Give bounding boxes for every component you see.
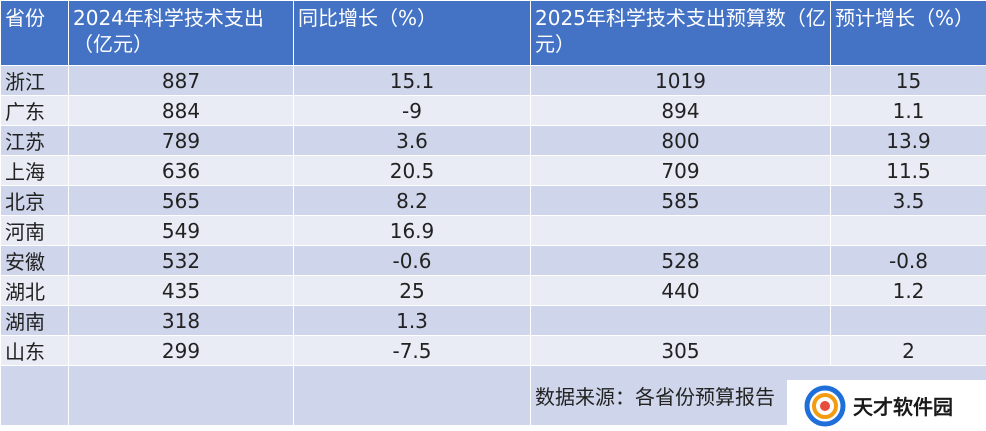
value-cell: 1019 [530,65,831,96]
value-cell: 15.1 [293,65,531,96]
province-cell: 山东 [0,335,69,366]
province-cell: 湖南 [0,305,69,336]
table-row: 河南 549 16.9 [0,215,986,246]
table-row: 广东 884 -9 894 1.1 [0,95,986,126]
table-row: 湖南 318 1.3 [0,305,986,336]
province-cell: 湖北 [0,275,69,306]
value-cell: 440 [530,275,831,306]
value-cell: 3.5 [830,185,986,216]
empty-cell [293,365,531,426]
value-cell: 13.9 [830,125,986,156]
value-cell [530,215,831,246]
header-cell: 2024年科学技术支出（亿元） [68,0,294,66]
value-cell: -0.8 [830,245,986,276]
table-body: 浙江 887 15.1 1019 15 广东 884 -9 894 1.1 江苏 789 3.6 800 1… [0,65,986,426]
value-cell: 1.3 [293,305,531,336]
province-cell: 浙江 [0,65,69,96]
province-cell: 江苏 [0,125,69,156]
value-cell: 1.2 [830,275,986,306]
value-cell: 884 [68,95,294,126]
value-cell: 299 [68,335,294,366]
value-cell: 585 [530,185,831,216]
table-row: 山东 299 -7.5 305 2 [0,335,986,366]
value-cell: -9 [293,95,531,126]
value-cell: 528 [530,245,831,276]
province-cell: 河南 [0,215,69,246]
value-cell: 789 [68,125,294,156]
table-row: 上海 636 20.5 709 11.5 [0,155,986,186]
value-cell: 11.5 [830,155,986,186]
province-cell: 广东 [0,95,69,126]
header-cell: 预计增长（%） [830,0,986,66]
table-row: 江苏 789 3.6 800 13.9 [0,125,986,156]
value-cell: -0.6 [293,245,531,276]
value-cell [530,305,831,336]
value-cell: 16.9 [293,215,531,246]
value-cell: 1.1 [830,95,986,126]
value-cell: 800 [530,125,831,156]
empty-cell [0,365,69,426]
header-row: 省份 2024年科学技术支出（亿元） 同比增长（%） 2025年科学技术支出预算数（亿… [0,0,986,66]
value-cell: 8.2 [293,185,531,216]
table-row: 北京 565 8.2 585 3.5 [0,185,986,216]
value-cell: 894 [530,95,831,126]
table-row: 安徽 532 -0.6 528 -0.8 [0,245,986,276]
watermark-logo [804,385,846,426]
watermark-text: 天才软件园 [853,395,953,419]
value-cell [830,215,986,246]
value-cell: 435 [68,275,294,306]
empty-cell [68,365,294,426]
value-cell: 25 [293,275,531,306]
header-cell: 同比增长（%） [293,0,531,66]
value-cell: 709 [530,155,831,186]
value-cell: 565 [68,185,294,216]
province-cell: 上海 [0,155,69,186]
value-cell: 549 [68,215,294,246]
value-cell: 318 [68,305,294,336]
header-cell: 2025年科学技术支出预算数（亿元） [530,0,831,66]
province-cell: 安徽 [0,245,69,276]
value-cell: 305 [530,335,831,366]
value-cell: 887 [68,65,294,96]
table-row: 湖北 435 25 440 1.2 [0,275,986,306]
value-cell [830,305,986,336]
table-row: 浙江 887 15.1 1019 15 [0,65,986,96]
value-cell: 15 [830,65,986,96]
value-cell: 636 [68,155,294,186]
value-cell: 2 [830,335,986,366]
province-cell: 北京 [0,185,69,216]
value-cell: 20.5 [293,155,531,186]
watermark: 天才软件园 [787,380,986,431]
header-cell: 省份 [0,0,69,66]
value-cell: -7.5 [293,335,531,366]
value-cell: 532 [68,245,294,276]
value-cell: 3.6 [293,125,531,156]
